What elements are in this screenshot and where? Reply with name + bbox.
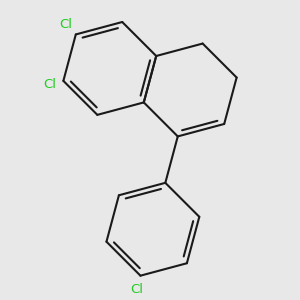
Text: Cl: Cl [59, 18, 72, 31]
Text: Cl: Cl [43, 78, 56, 91]
Text: Cl: Cl [130, 283, 143, 296]
